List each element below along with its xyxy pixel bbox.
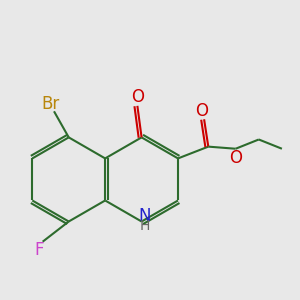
Text: N: N bbox=[139, 207, 151, 225]
Text: H: H bbox=[140, 219, 150, 233]
Text: O: O bbox=[196, 102, 208, 120]
Text: O: O bbox=[229, 149, 242, 167]
Text: Br: Br bbox=[41, 95, 60, 113]
Text: F: F bbox=[34, 241, 44, 259]
Text: O: O bbox=[131, 88, 144, 106]
